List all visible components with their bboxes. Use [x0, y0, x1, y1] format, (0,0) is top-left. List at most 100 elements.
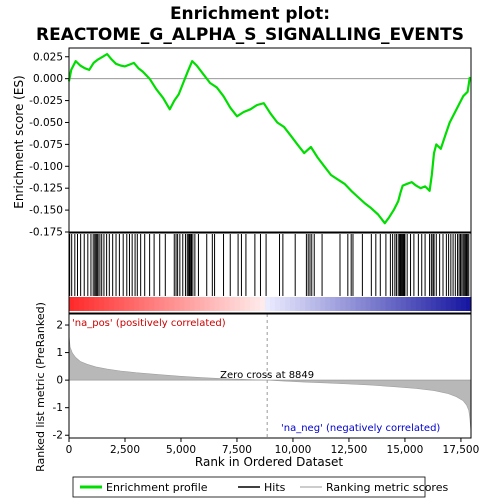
rank-color-segment	[270, 297, 276, 311]
rank-color-segment	[144, 297, 150, 311]
hits-plot-frame	[68, 232, 472, 314]
rank-color-segment	[114, 297, 120, 311]
rank-color-segment	[154, 297, 161, 311]
es-y-tick-label: -0.100	[29, 161, 63, 173]
ranking-plot-frame	[68, 313, 472, 439]
es-y-tick-label: -0.125	[29, 183, 63, 195]
es-y-tick-label: -0.050	[29, 117, 63, 129]
es-y-tick-label: -0.175	[29, 227, 63, 239]
es-y-tick-label: 0.025	[33, 51, 63, 63]
rank-color-segment	[119, 297, 125, 311]
es-y-tick-label: 0.000	[33, 73, 63, 85]
rank-color-segment	[280, 297, 286, 311]
rank-color-segment	[310, 297, 316, 311]
rank-color-segment	[164, 297, 171, 311]
legend-enrichment-label: Enrichment profile	[106, 481, 208, 494]
rank-color-segment	[84, 297, 90, 311]
rank-color-segment	[275, 297, 281, 311]
rank-color-segment	[204, 297, 211, 311]
ranking-panel: 2 1 0 -1 -2 Zero cross at 8849 'na_pos' (posit…	[53, 313, 480, 456]
rank-color-segment	[244, 297, 251, 311]
rank-color-segment	[134, 297, 140, 311]
rank-color-segment	[254, 297, 261, 311]
rank-color-segment	[89, 297, 95, 311]
rank-color-segment	[149, 297, 156, 311]
es-y-tick-label: -0.075	[29, 139, 63, 151]
positive-correlation-label: 'na_pos' (positively correlated)	[72, 318, 226, 329]
rank-color-segment	[430, 297, 437, 311]
x-tick-label: 17,500	[443, 444, 480, 456]
hits-panel	[68, 232, 472, 314]
rank-color-segment	[355, 297, 362, 311]
rank-color-segment	[189, 297, 196, 311]
rank-color-segment	[290, 297, 296, 311]
rank-color-segment	[455, 297, 462, 311]
rank-color-segment	[410, 297, 417, 311]
ranking-y-tick-label: 2	[56, 320, 63, 332]
ranking-y-tick-label: 0	[56, 375, 63, 387]
es-panel: 0.025 0.000 -0.025 -0.050 -0.075 -0.100 -0.125…	[29, 47, 472, 239]
chart-title-line2: REACTOME_G_ALPHA_S_SIGNALLING_EVENTS	[36, 25, 464, 45]
legend-hits-label: Hits	[264, 481, 286, 494]
rank-color-segment	[249, 297, 256, 311]
es-plot-area	[69, 48, 471, 232]
rank-color-segment	[259, 297, 266, 311]
rank-color-segment	[400, 297, 407, 311]
x-tick-label: 12,500	[331, 444, 368, 456]
rank-color-segment	[300, 297, 306, 311]
rank-color-segment	[460, 297, 467, 311]
rank-color-segment	[465, 297, 472, 311]
chart-title-line1: Enrichment plot:	[170, 4, 330, 24]
rank-color-segment	[305, 297, 311, 311]
rank-color-segment	[335, 297, 341, 311]
rank-color-segment	[295, 297, 301, 311]
es-y-tick-label: -0.150	[29, 205, 63, 217]
rank-color-segment	[74, 297, 80, 311]
rank-color-segment	[445, 297, 452, 311]
rank-color-segment	[159, 297, 166, 311]
rank-color-segment	[129, 297, 135, 311]
rank-color-segment	[395, 297, 402, 311]
rank-color-segment	[79, 297, 85, 311]
rank-color-segment	[234, 297, 241, 311]
legend-ranking-label: Ranking metric scores	[326, 481, 448, 494]
rank-color-segment	[139, 297, 145, 311]
rank-color-segment	[264, 297, 271, 311]
rank-color-segment	[285, 297, 291, 311]
rank-color-segment	[184, 297, 191, 311]
rank-color-segment	[169, 297, 176, 311]
ranking-y-tick-label: 1	[56, 347, 63, 359]
rank-color-segment	[330, 297, 336, 311]
rank-color-segment	[104, 297, 110, 311]
x-axis-label: Rank in Ordered Dataset	[195, 455, 343, 469]
rank-color-segment	[194, 297, 201, 311]
rank-color-segment	[360, 297, 367, 311]
rank-color-segment	[229, 297, 236, 311]
metric-y-axis-label: Ranked list metric (PreRanked)	[34, 302, 47, 472]
rank-color-segment	[174, 297, 181, 311]
rank-color-segment	[340, 297, 346, 311]
rank-color-segment	[380, 297, 387, 311]
rank-color-segment	[109, 297, 115, 311]
ranking-y-tick-label: -2	[53, 430, 63, 442]
rank-color-segment	[325, 297, 331, 311]
x-tick-label: 5,000	[166, 444, 196, 456]
rank-color-segment	[390, 297, 397, 311]
x-tick-label: 15,000	[387, 444, 424, 456]
rank-color-segment	[179, 297, 186, 311]
rank-color-segment	[239, 297, 246, 311]
legend: Enrichment profile Hits Ranking metric s…	[72, 476, 448, 498]
es-y-tick-label: -0.025	[29, 95, 63, 107]
x-tick-label: 10,000	[275, 444, 312, 456]
rank-color-segment	[365, 297, 372, 311]
zero-cross-label: Zero cross at 8849	[220, 370, 314, 381]
rank-color-segment	[440, 297, 447, 311]
rank-color-segment	[94, 297, 100, 311]
rank-color-segment	[425, 297, 432, 311]
x-tick-label: 2,500	[110, 444, 140, 456]
rank-color-segment	[405, 297, 412, 311]
ranking-metric-area	[68, 334, 472, 433]
rank-color-segment	[124, 297, 130, 311]
negative-correlation-label: 'na_neg' (negatively correlated)	[281, 423, 440, 434]
